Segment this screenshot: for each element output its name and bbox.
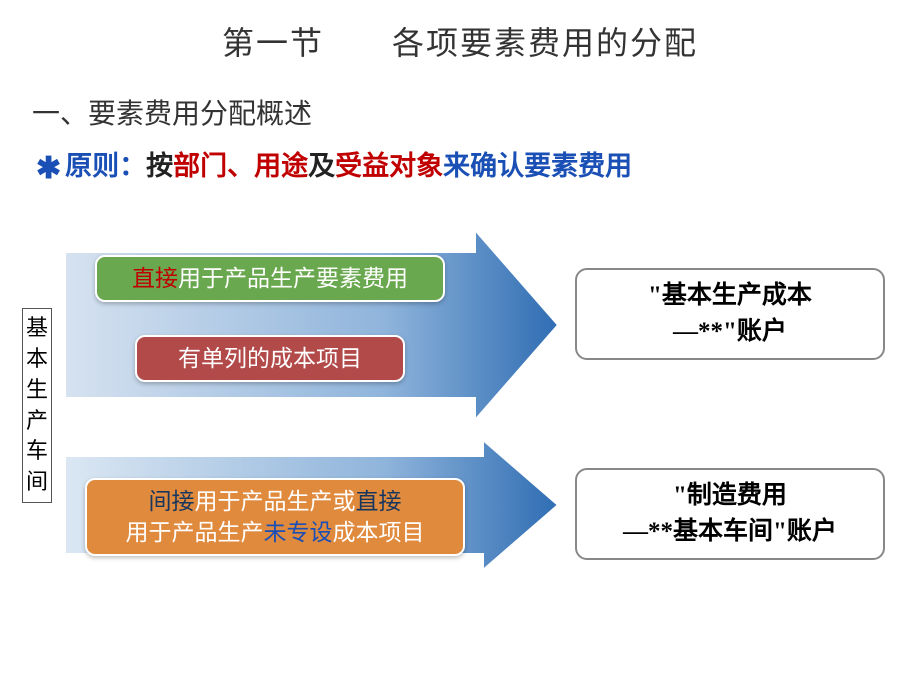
bullet-icon: ✱ [36, 152, 61, 185]
pill3-l1c: 直接 [356, 489, 402, 514]
vertical-label: 基本生产车间 [22, 308, 52, 503]
pill-indirect-cost: 间接用于产品生产或直接 用于产品生产未专设成本项目 [85, 478, 465, 556]
vlabel-ch: 基本生产车间 [26, 313, 48, 498]
tgt1-l1: "基本生产成本 [648, 282, 812, 309]
principle-t3: 及 [308, 151, 335, 181]
pill2-text: 有单列的成本项目 [178, 343, 362, 374]
pill1-prefix: 直接 [132, 266, 178, 291]
pill3-l2a: 用于产品生产 [126, 520, 264, 545]
pill3-l2c: 成本项目 [333, 520, 425, 545]
tgt2-l1: "制造费用 [673, 482, 787, 509]
principle-t4: 受益对象 [335, 151, 443, 181]
page-title: 第一节 各项要素费用的分配 [0, 0, 920, 64]
tgt2-l2: —**基本车间"账户 [623, 518, 837, 545]
principle-t1: 按 [146, 151, 173, 181]
target-manufacturing-overhead: "制造费用 —**基本车间"账户 [575, 468, 885, 560]
pill-listed-cost-item: 有单列的成本项目 [135, 335, 405, 382]
target-basic-production-cost: "基本生产成本 —**"账户 [575, 268, 885, 360]
pill1-rest: 用于产品生产要素费用 [178, 266, 408, 291]
pill3-l1b: 用于产品生产或 [195, 489, 356, 514]
tgt1-l2: —**"账户 [673, 318, 787, 345]
pill3-l2b: 未专设 [264, 520, 333, 545]
principle-label: 原则： [65, 151, 146, 181]
principle-t2: 部门、用途 [173, 151, 308, 181]
principle-line: ✱原则：按部门、用途及受益对象来确认要素费用 [0, 138, 920, 186]
pill-direct-cost: 直接用于产品生产要素费用 [95, 255, 445, 302]
section-heading: 一、要素费用分配概述 [0, 64, 920, 138]
principle-t5: 来确认要素费用 [443, 151, 632, 181]
pill3-l1a: 间接 [149, 489, 195, 514]
